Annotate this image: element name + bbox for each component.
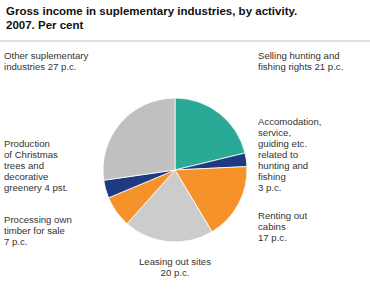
chart-container: Gross income in suplementary industries,… (0, 0, 370, 308)
slice-label: Other suplementaryindustries 27 p.c. (4, 50, 88, 72)
slice-label: Accomodation,service,guiding etc.related… (258, 116, 321, 193)
slice-label: Leasing out sites20 p.c. (139, 256, 211, 278)
chart: Gross income in suplementary industries,… (0, 0, 370, 308)
pie (103, 98, 247, 242)
slice-label: Renting outcabins17 p.c. (258, 210, 307, 243)
slice-label: Processing owntimber for sale7 p.c. (4, 214, 72, 247)
pie-slice (103, 98, 175, 180)
slice-label: Selling hunting andfishing rights 21 p.c… (258, 50, 343, 72)
divider (0, 41, 370, 42)
slice-label: Productionof Christmastrees anddecorativ… (4, 138, 68, 193)
title: Gross income in suplementary industries,… (6, 5, 297, 31)
